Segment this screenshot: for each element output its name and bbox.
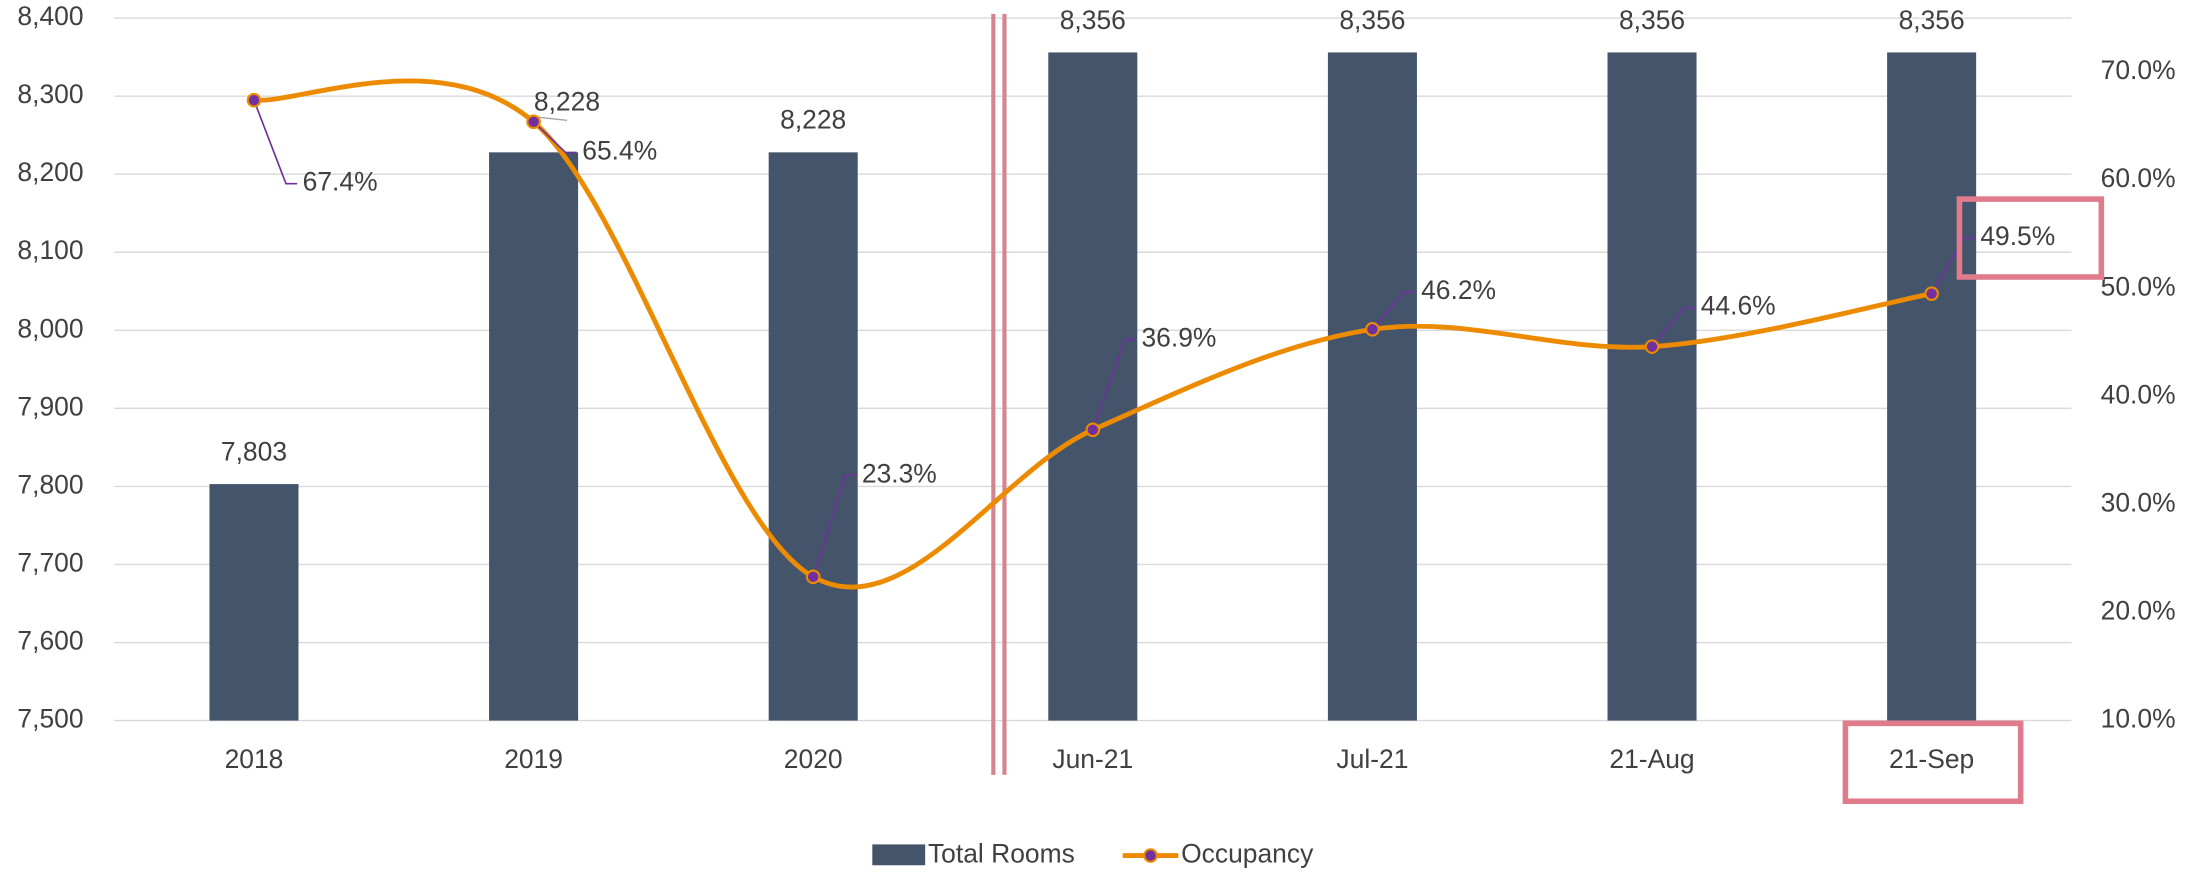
data-label: 8,356	[1339, 5, 1405, 35]
legend-label: Occupancy	[1181, 839, 1314, 869]
y-tick-label: 7,900	[17, 391, 83, 421]
y-tick-label: 8,100	[17, 235, 83, 265]
bar	[489, 152, 579, 721]
marker	[246, 92, 262, 108]
x-tick-label: Jun-21	[1052, 744, 1133, 774]
data-label: 8,228	[780, 105, 846, 135]
y-tick-label: 8,000	[17, 313, 83, 343]
leader-line	[533, 121, 577, 154]
y2-tick-label: 10.0%	[2101, 704, 2176, 734]
legend-marker	[1143, 848, 1158, 863]
data-label: 67.4%	[303, 167, 378, 197]
bar	[1887, 52, 1977, 721]
data-label: 65.4%	[582, 135, 657, 165]
marker	[1365, 322, 1380, 337]
marker	[1644, 339, 1660, 354]
y2-tick-label: 70.0%	[2101, 55, 2176, 85]
marker	[1924, 286, 1939, 301]
data-label: 8,356	[1619, 5, 1685, 35]
bar	[1327, 52, 1417, 721]
marker	[526, 114, 541, 130]
data-label: 7,803	[221, 436, 287, 466]
y2-tick-label: 30.0%	[2101, 487, 2176, 517]
data-label: 8,356	[1899, 5, 1965, 35]
bar	[768, 152, 858, 721]
data-label: 23.3%	[862, 458, 937, 488]
x-tick-label: Jul-21	[1336, 744, 1408, 774]
y-tick-label: 8,200	[17, 157, 83, 187]
marker	[1085, 422, 1101, 438]
leader-line	[1930, 237, 1975, 295]
legend-swatch	[872, 844, 926, 866]
highlight-box	[1842, 720, 2024, 805]
marker	[805, 569, 821, 585]
leader-line	[1371, 290, 1416, 330]
y-tick-label: 7,700	[17, 547, 83, 577]
y2-tick-label: 60.0%	[2101, 163, 2176, 193]
data-label: 46.2%	[1421, 275, 1496, 305]
x-tick-label: 21-Aug	[1609, 744, 1694, 774]
y-tick-label: 8,400	[17, 1, 83, 31]
x-tick-label: 2018	[225, 744, 284, 774]
y2-tick-label: 20.0%	[2101, 595, 2176, 625]
y-tick-label: 8,300	[17, 79, 83, 109]
y-tick-label: 7,800	[17, 469, 83, 499]
data-label: 36.9%	[1141, 322, 1216, 352]
bar	[209, 484, 299, 721]
legend-label: Total Rooms	[928, 839, 1075, 869]
data-label: 8,356	[1060, 5, 1126, 35]
data-label: 8,228	[534, 87, 600, 117]
leader-line	[253, 99, 298, 185]
leader-line	[812, 474, 857, 578]
x-tick-label: 2020	[784, 744, 843, 774]
x-tick-label: 21-Sep	[1889, 744, 1974, 774]
leader-line	[1651, 306, 1696, 348]
bar	[1607, 52, 1697, 721]
highlight-box	[1956, 196, 2105, 280]
data-label: 49.5%	[1980, 221, 2055, 251]
data-label: 44.6%	[1701, 291, 1776, 321]
leader-line	[1092, 338, 1136, 431]
y2-tick-label: 50.0%	[2101, 271, 2176, 301]
bar	[1048, 52, 1138, 721]
y-tick-label: 7,500	[17, 704, 83, 734]
y2-tick-label: 40.0%	[2101, 379, 2176, 409]
y-tick-label: 7,600	[17, 626, 83, 656]
x-tick-label: 2019	[504, 744, 563, 774]
